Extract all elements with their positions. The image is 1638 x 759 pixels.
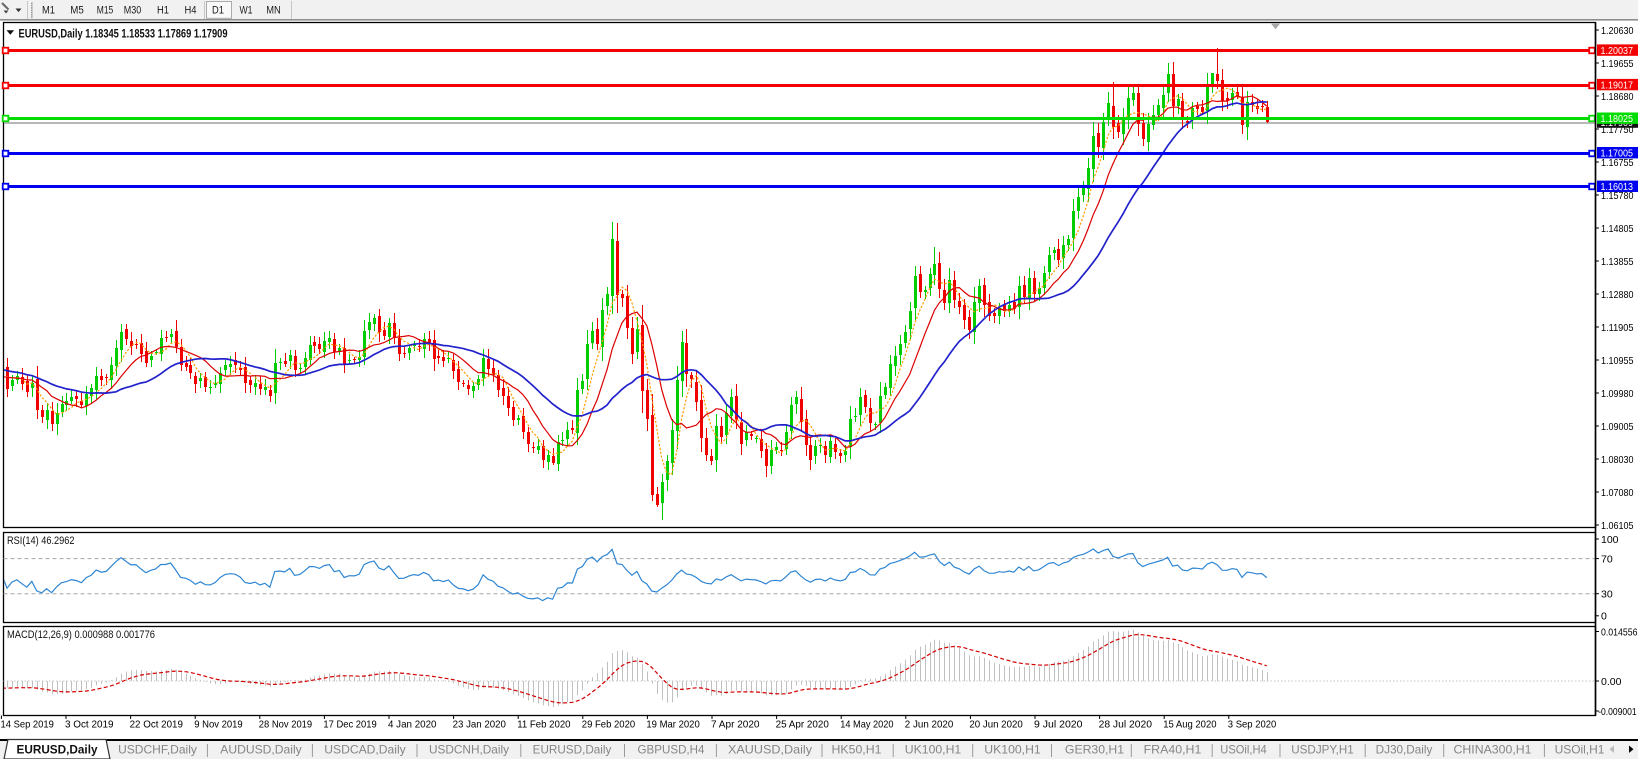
svg-text:1.09980: 1.09980 (1601, 388, 1634, 400)
svg-text:W1: W1 (240, 4, 253, 16)
svg-text:11 Feb 2020: 11 Feb 2020 (517, 719, 570, 731)
svg-text:EURUSD,Daily: EURUSD,Daily (17, 743, 98, 757)
svg-text:USOil,H1: USOil,H1 (1555, 743, 1605, 757)
svg-text:1.06105: 1.06105 (1601, 520, 1634, 532)
svg-text:CHINA300,H1: CHINA300,H1 (1454, 743, 1532, 757)
svg-text:20 Jun 2020: 20 Jun 2020 (969, 719, 1022, 731)
svg-text:1.10955: 1.10955 (1601, 355, 1634, 367)
svg-text:M15: M15 (97, 4, 114, 16)
svg-text:XAUUSD,Daily: XAUUSD,Daily (728, 743, 812, 757)
svg-text:1.18680: 1.18680 (1601, 91, 1634, 103)
svg-text:M30: M30 (124, 4, 142, 16)
svg-text:1.19017: 1.19017 (1601, 80, 1634, 92)
svg-text:1.17005: 1.17005 (1601, 148, 1634, 160)
svg-text:H1: H1 (157, 4, 169, 16)
svg-text:1.14805: 1.14805 (1601, 223, 1634, 235)
svg-text:H4: H4 (185, 4, 197, 16)
svg-text:1.16013: 1.16013 (1601, 181, 1634, 193)
svg-text:29 Feb 2020: 29 Feb 2020 (582, 719, 635, 731)
svg-text:AUDUSD,Daily: AUDUSD,Daily (220, 743, 301, 757)
svg-text:FRA40,H1: FRA40,H1 (1144, 743, 1202, 757)
svg-text:USDCAD,Daily: USDCAD,Daily (324, 743, 405, 757)
svg-text:70: 70 (1601, 553, 1613, 565)
svg-text:M5: M5 (70, 4, 84, 16)
svg-text:14 Sep 2019: 14 Sep 2019 (1, 719, 54, 731)
svg-text:2 Jun 2020: 2 Jun 2020 (905, 719, 954, 731)
svg-text:28 Jul 2020: 28 Jul 2020 (1099, 719, 1153, 731)
svg-text:1.16755: 1.16755 (1601, 157, 1634, 169)
svg-text:M1: M1 (42, 4, 55, 16)
svg-text:17 Dec 2019: 17 Dec 2019 (323, 719, 376, 731)
svg-text:MN: MN (266, 4, 281, 16)
svg-text:1.11905: 1.11905 (1601, 322, 1634, 334)
svg-text:MACD(12,26,9) 0.000988 0.00177: MACD(12,26,9) 0.000988 0.001776 (7, 629, 155, 641)
svg-text:23 Jan 2020: 23 Jan 2020 (453, 719, 506, 731)
svg-text:1.09005: 1.09005 (1601, 421, 1634, 433)
svg-text:1.12880: 1.12880 (1601, 289, 1634, 301)
svg-text:1.07080: 1.07080 (1601, 487, 1634, 499)
svg-text:USDCHF,Daily: USDCHF,Daily (118, 743, 197, 757)
svg-text:9 Jul 2020: 9 Jul 2020 (1034, 719, 1083, 731)
svg-text:0: 0 (1601, 611, 1607, 623)
svg-text:3 Sep 2020: 3 Sep 2020 (1228, 719, 1277, 731)
svg-text:GER30,H1: GER30,H1 (1065, 743, 1124, 757)
svg-text:1.08030: 1.08030 (1601, 454, 1634, 466)
svg-text:EURUSD,Daily 1.18345 1.18533: EURUSD,Daily 1.18345 1.18533 1.17869 1.1… (19, 27, 228, 41)
svg-text:100: 100 (1601, 534, 1619, 546)
svg-text:19 Mar 2020: 19 Mar 2020 (646, 719, 699, 731)
svg-text:USDJPY,H1: USDJPY,H1 (1291, 743, 1354, 757)
svg-text:UK100,H1: UK100,H1 (984, 743, 1041, 757)
svg-text:0.014556: 0.014556 (1601, 626, 1638, 638)
svg-text:1.20630: 1.20630 (1601, 25, 1634, 37)
svg-text:25 Apr 2020: 25 Apr 2020 (776, 719, 829, 731)
svg-text:1.20037: 1.20037 (1601, 45, 1634, 57)
svg-text:UK100,H1: UK100,H1 (905, 743, 962, 757)
svg-text:15 Aug 2020: 15 Aug 2020 (1163, 719, 1216, 731)
svg-text:4 Jan 2020: 4 Jan 2020 (388, 719, 437, 731)
svg-text:D1: D1 (212, 4, 224, 16)
svg-text:RSI(14) 46.2962: RSI(14) 46.2962 (7, 535, 75, 547)
svg-text:1.18025: 1.18025 (1601, 113, 1634, 125)
svg-text:HK50,H1: HK50,H1 (832, 743, 882, 757)
svg-text:3 Oct 2019: 3 Oct 2019 (65, 719, 114, 731)
svg-text:1.13855: 1.13855 (1601, 256, 1634, 268)
svg-text:1.15780: 1.15780 (1601, 190, 1634, 202)
svg-text:1.19655: 1.19655 (1601, 58, 1634, 70)
svg-text:DJ30,Daily: DJ30,Daily (1376, 743, 1433, 757)
svg-text:-0.009001: -0.009001 (1598, 706, 1637, 718)
svg-text:30: 30 (1601, 589, 1613, 601)
svg-text:EURUSD,Daily: EURUSD,Daily (533, 743, 612, 757)
svg-text:22 Oct 2019: 22 Oct 2019 (130, 719, 183, 731)
svg-text:0.00: 0.00 (1601, 676, 1622, 688)
svg-text:USDCNH,Daily: USDCNH,Daily (429, 743, 509, 757)
svg-text:GBPUSD,H4: GBPUSD,H4 (638, 743, 705, 757)
svg-text:7 Apr 2020: 7 Apr 2020 (711, 719, 760, 731)
svg-text:14 May 2020: 14 May 2020 (840, 719, 893, 731)
svg-text:28 Nov 2019: 28 Nov 2019 (259, 719, 312, 731)
svg-text:USOil,H4: USOil,H4 (1220, 743, 1267, 757)
svg-text:9 Nov 2019: 9 Nov 2019 (194, 719, 243, 731)
